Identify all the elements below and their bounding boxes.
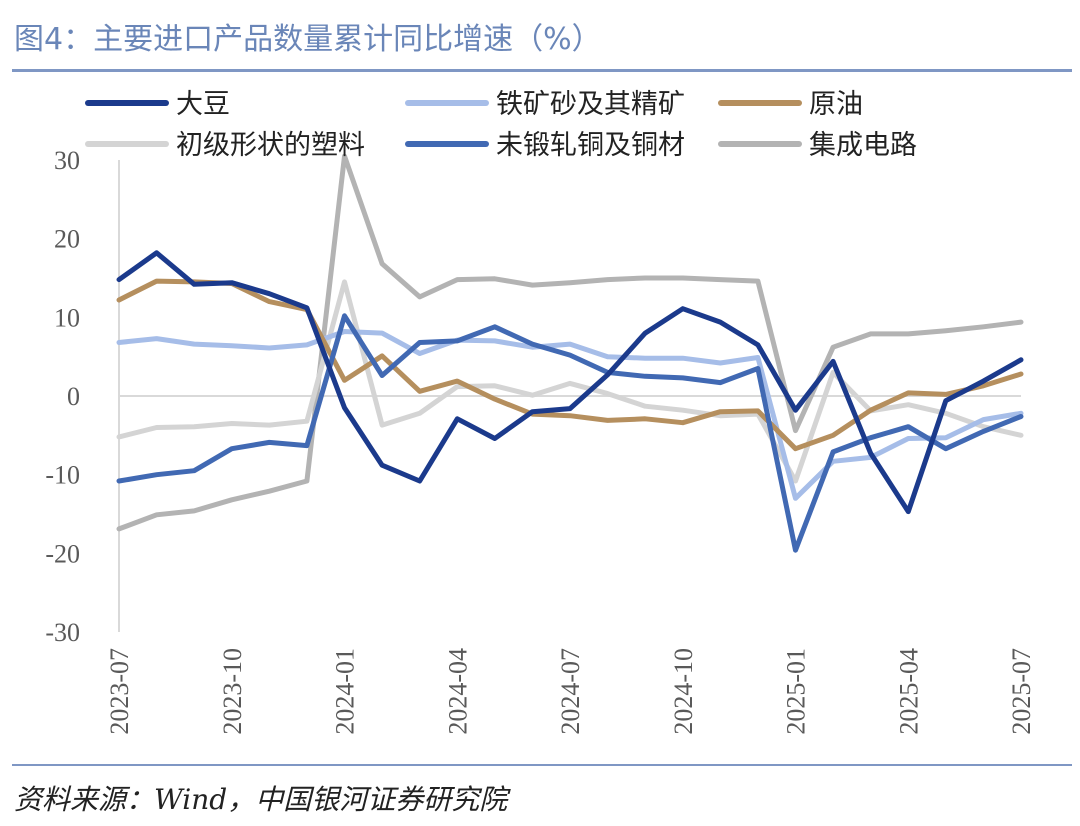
y-tick-label: -30 xyxy=(45,618,80,647)
series-line-2 xyxy=(116,278,1024,452)
y-tick-label: 10 xyxy=(54,303,80,332)
x-tick-label: 2024-10 xyxy=(669,648,698,735)
x-tick-label: 2025-07 xyxy=(1007,648,1036,735)
y-tick-label: 30 xyxy=(54,146,80,175)
title-divider xyxy=(12,69,1072,72)
x-tick-label: 2025-04 xyxy=(894,648,923,735)
legend-label-1: 铁矿砂及其精矿 xyxy=(496,89,685,120)
y-tick-label: -20 xyxy=(45,539,80,568)
y-tick-label: -10 xyxy=(45,461,80,490)
y-tick-label: 0 xyxy=(67,382,80,411)
legend-label-3: 初级形状的塑料 xyxy=(176,130,365,161)
series-line-4 xyxy=(116,313,1024,553)
series-line-5 xyxy=(116,153,1024,532)
x-tick-label: 2025-01 xyxy=(782,648,811,735)
legend-label-0: 大豆 xyxy=(176,89,230,120)
source-note: 资料来源：Wind，中国银河证券研究院 xyxy=(14,783,508,816)
legend-label-2: 原油 xyxy=(809,89,863,120)
x-tick-label: 2023-07 xyxy=(105,648,134,735)
y-tick-label: 20 xyxy=(54,225,80,254)
line-chart: 30 20 10 0 -10 -20 -30 2023-07 2023-10 2024-01 202… xyxy=(45,89,1036,735)
series-line-0 xyxy=(116,250,1024,515)
x-tick-label: 2024-04 xyxy=(443,648,472,735)
chart-title: 图4：主要进口产品数量累计同比增速（%） xyxy=(14,22,602,57)
x-tick-label: 2024-07 xyxy=(556,648,585,735)
x-tick-label: 2023-10 xyxy=(218,648,247,735)
x-tick-label: 2024-01 xyxy=(331,648,360,735)
source-divider xyxy=(12,764,1072,766)
legend-label-4: 未锻轧铜及铜材 xyxy=(496,130,685,161)
legend-label-5: 集成电路 xyxy=(809,130,917,161)
